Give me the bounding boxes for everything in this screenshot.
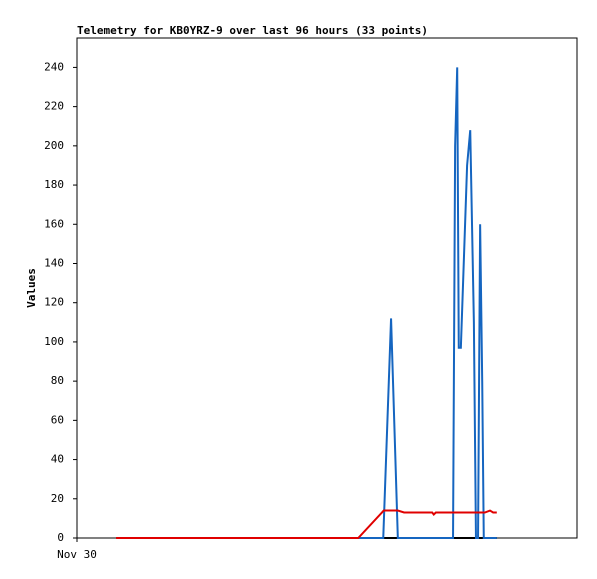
y-tick-label: 220 [44,100,64,113]
y-tick-label: 0 [57,531,64,544]
y-tick-label: 20 [51,492,64,505]
series-line [116,509,497,539]
y-tick-label: 160 [44,217,64,230]
y-tick-label: 40 [51,453,64,466]
y-tick-label: 180 [44,178,64,191]
y-tick-label: 240 [44,60,64,73]
y-tick-label: 80 [51,374,64,387]
y-tick-label: 100 [44,335,64,348]
y-axis-label: Values [25,268,38,308]
chart-title: Telemetry for KB0YRZ-9 over last 96 hour… [77,24,428,37]
x-tick-label: Nov 30 [57,548,97,561]
y-tick-label: 120 [44,296,64,309]
y-tick-label: 140 [44,256,64,269]
y-tick-label: 60 [51,413,64,426]
plot-frame [76,37,578,539]
y-tick-label: 200 [44,139,64,152]
series-line [116,67,497,539]
